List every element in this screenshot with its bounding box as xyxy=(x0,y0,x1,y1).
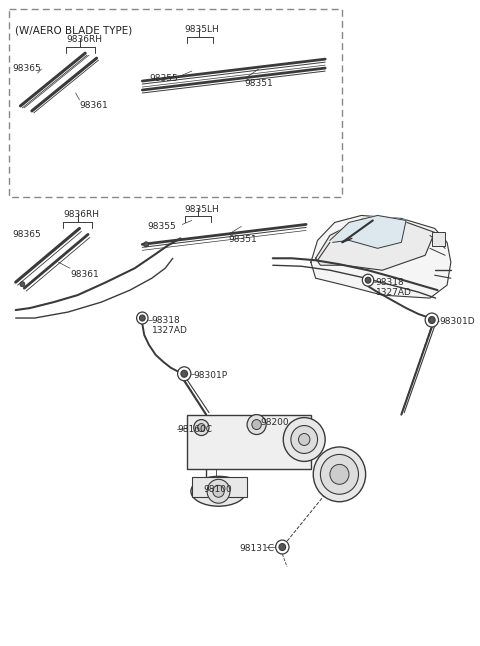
Circle shape xyxy=(213,485,224,497)
Circle shape xyxy=(299,433,310,446)
Bar xyxy=(187,415,311,470)
Circle shape xyxy=(362,274,374,286)
Ellipse shape xyxy=(191,476,246,506)
Text: 1327AD: 1327AD xyxy=(376,288,411,297)
Circle shape xyxy=(429,317,435,324)
Circle shape xyxy=(137,312,148,324)
Text: 98355: 98355 xyxy=(149,74,178,83)
Circle shape xyxy=(283,417,325,461)
Circle shape xyxy=(178,367,191,380)
Text: 98351: 98351 xyxy=(244,79,273,88)
Text: 9836RH: 9836RH xyxy=(66,36,102,44)
Circle shape xyxy=(252,420,262,430)
Circle shape xyxy=(194,420,209,435)
Circle shape xyxy=(144,242,148,247)
Circle shape xyxy=(247,415,266,435)
Text: 98318: 98318 xyxy=(376,278,404,287)
Text: (W/AERO BLADE TYPE): (W/AERO BLADE TYPE) xyxy=(15,25,132,36)
Text: 98100: 98100 xyxy=(203,485,232,494)
Circle shape xyxy=(198,424,205,432)
Polygon shape xyxy=(311,216,451,298)
Text: 98351: 98351 xyxy=(228,235,257,244)
Circle shape xyxy=(291,426,318,453)
Circle shape xyxy=(365,277,371,283)
Circle shape xyxy=(279,543,286,550)
Text: 1327AD: 1327AD xyxy=(152,326,188,335)
Text: 98355: 98355 xyxy=(147,222,176,231)
Text: 98365: 98365 xyxy=(13,231,42,240)
Bar xyxy=(192,477,247,497)
Text: 9836RH: 9836RH xyxy=(63,211,99,220)
Text: 98361: 98361 xyxy=(70,270,99,279)
Text: 98200: 98200 xyxy=(261,417,289,426)
Text: 9835LH: 9835LH xyxy=(184,25,219,34)
Bar xyxy=(9,9,342,196)
Text: 9835LH: 9835LH xyxy=(184,205,219,214)
Circle shape xyxy=(276,540,289,554)
Circle shape xyxy=(20,282,24,287)
Text: 98301D: 98301D xyxy=(440,317,475,326)
Ellipse shape xyxy=(313,447,366,502)
Text: 98301P: 98301P xyxy=(194,371,228,380)
Text: 98318: 98318 xyxy=(152,316,180,325)
Circle shape xyxy=(330,464,349,484)
Polygon shape xyxy=(316,218,435,270)
Bar xyxy=(432,233,445,246)
Text: 98160C: 98160C xyxy=(178,424,213,433)
Text: 98131C: 98131C xyxy=(240,544,275,553)
Circle shape xyxy=(321,454,359,494)
Circle shape xyxy=(181,370,188,377)
Circle shape xyxy=(140,315,145,321)
Polygon shape xyxy=(330,216,406,248)
Text: 98365: 98365 xyxy=(13,64,42,73)
Circle shape xyxy=(207,479,230,503)
Circle shape xyxy=(425,313,439,327)
Text: 98361: 98361 xyxy=(80,101,108,110)
